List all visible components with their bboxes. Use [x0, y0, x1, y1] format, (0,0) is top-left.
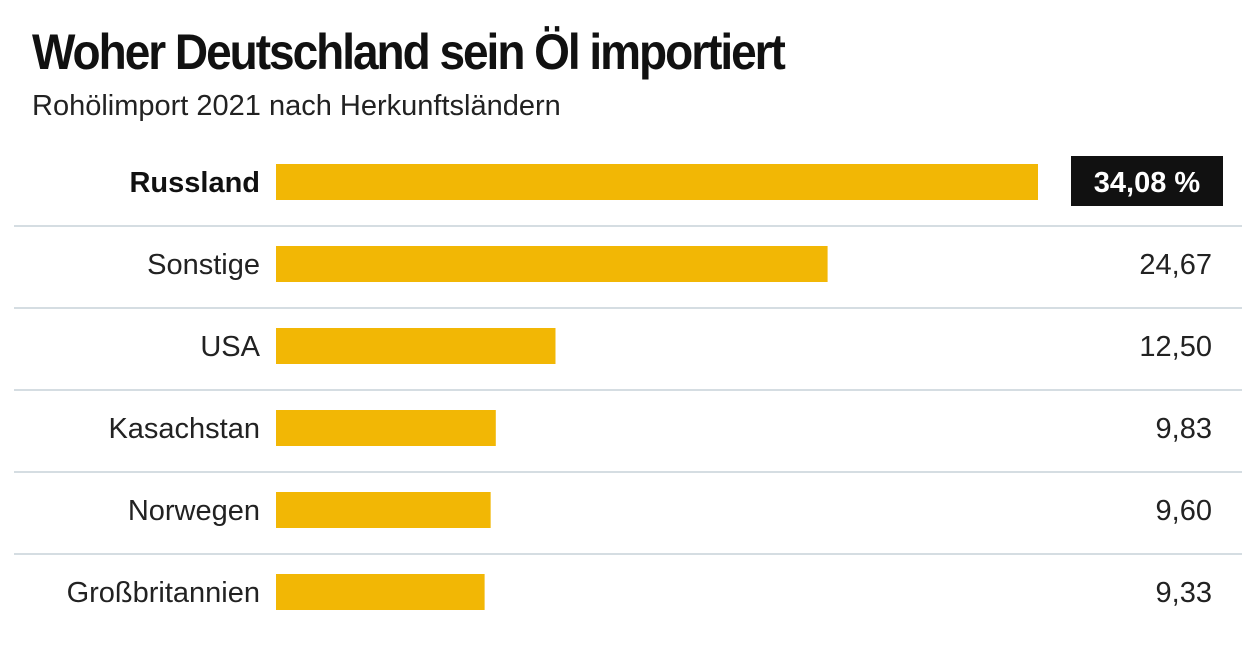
bar	[276, 246, 828, 282]
value-label: 12,50	[1139, 331, 1212, 363]
chart-subtitle: Rohölimport 2021 nach Herkunftsländern	[32, 90, 561, 122]
bar-row: USA 12,50	[200, 328, 1212, 364]
category-label: USA	[200, 331, 260, 363]
value-label: 24,67	[1139, 249, 1212, 281]
category-label: Russland	[129, 167, 260, 199]
category-label: Kasachstan	[108, 413, 260, 445]
bar-row: Kasachstan 9,83	[108, 410, 1212, 446]
category-label: Norwegen	[128, 495, 260, 527]
value-label: 34,08 %	[1094, 167, 1201, 199]
bar-row: Russland 34,08 %	[129, 156, 1223, 206]
value-label: 9,60	[1156, 495, 1212, 527]
bar-row: Großbritannien 9,33	[67, 574, 1212, 610]
value-label: 9,83	[1156, 413, 1212, 445]
category-label: Großbritannien	[67, 577, 260, 609]
chart-title: Woher Deutschland sein Öl importiert	[32, 24, 786, 80]
bar	[276, 328, 556, 364]
category-label: Sonstige	[147, 249, 260, 281]
bar	[276, 164, 1038, 200]
bar	[276, 410, 496, 446]
bar-row: Norwegen 9,60	[128, 492, 1212, 528]
value-highlight-box	[1071, 156, 1223, 206]
bar-row: Sonstige 24,67	[147, 246, 1212, 282]
bar	[276, 492, 491, 528]
value-label: 9,33	[1156, 577, 1212, 609]
bar	[276, 574, 485, 610]
